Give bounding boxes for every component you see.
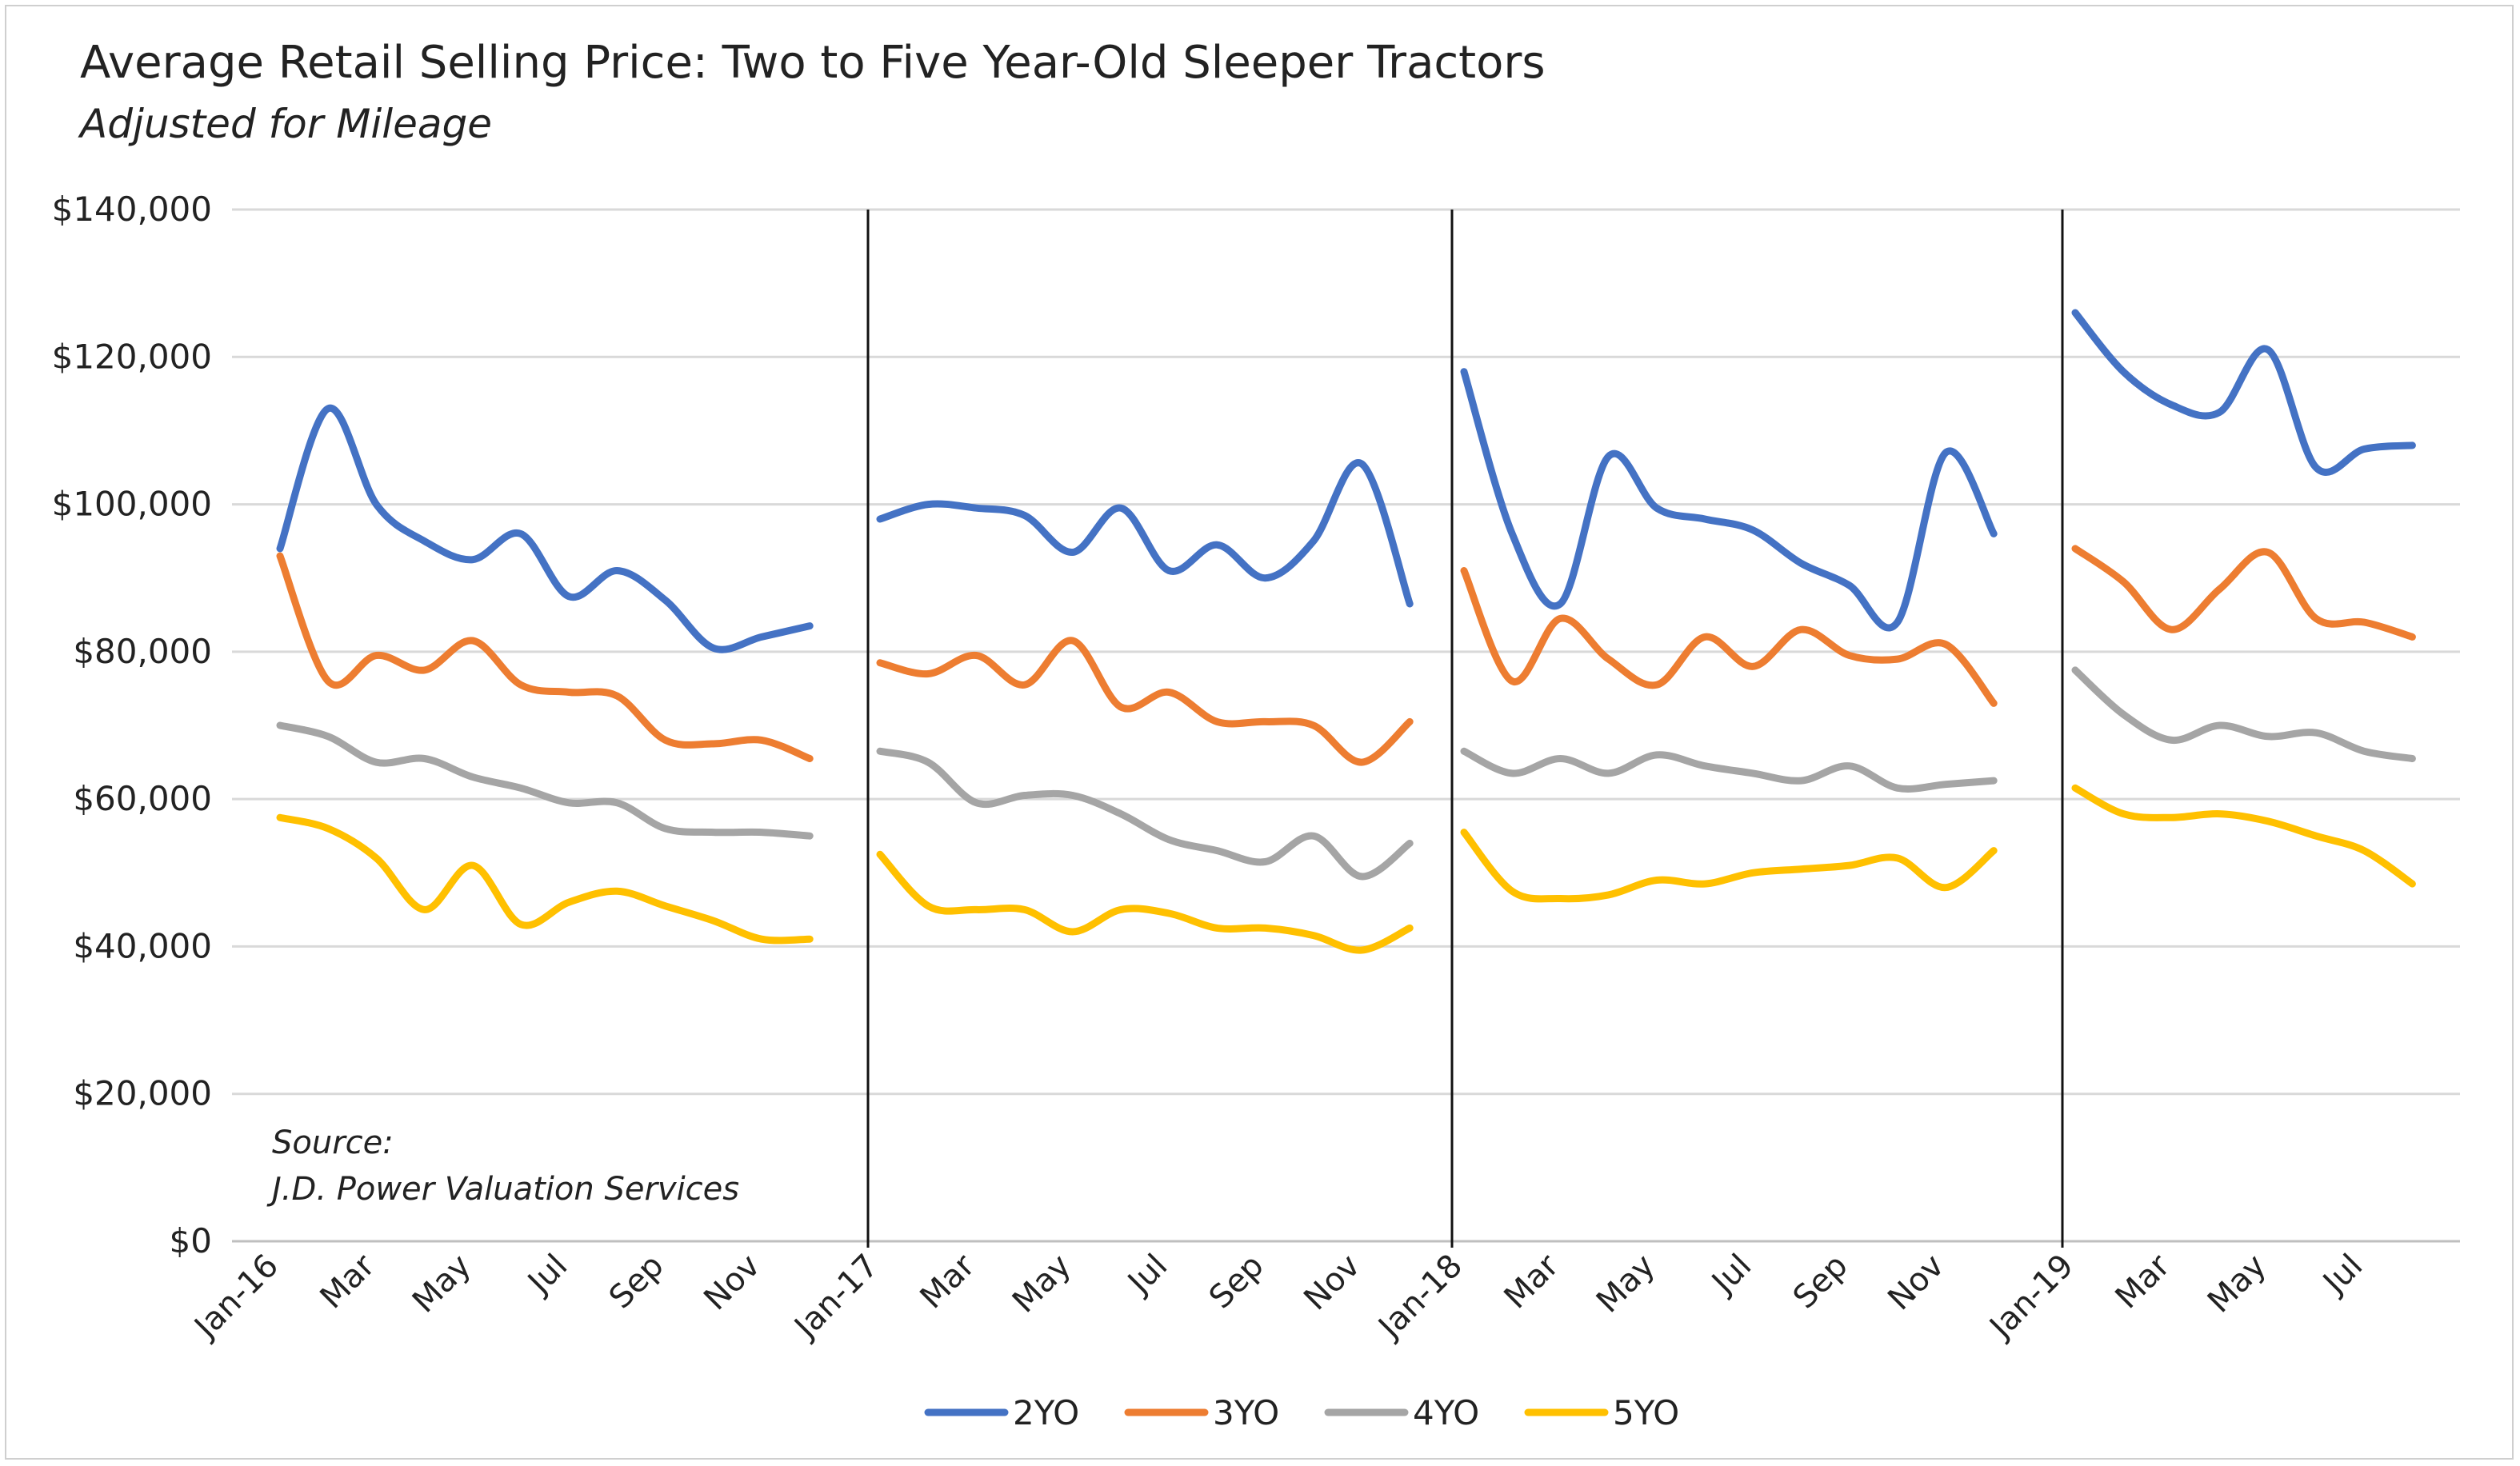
x-tick-label: Jul	[1119, 1248, 1174, 1303]
x-tick-label: Jan-18	[1370, 1248, 1470, 1347]
y-tick-label: $140,000	[52, 190, 212, 229]
x-tick-label: Jul	[1703, 1248, 1758, 1303]
y-axis-tick-labels: $0 $20,000 $40,000 $60,000 $80,000 $100,000 $1…	[52, 190, 212, 1260]
y-tick-label: $0	[170, 1221, 212, 1260]
x-tick-label: Jul	[519, 1248, 574, 1303]
series-line-5yo	[876, 850, 1414, 954]
series-4yo	[276, 666, 2416, 881]
x-tick-label: Mar	[914, 1247, 982, 1316]
source-note-line: Source:	[272, 1124, 394, 1161]
x-tick-label: May	[2201, 1248, 2274, 1320]
series-5yo	[276, 784, 2416, 954]
legend-label: 3YO	[1213, 1393, 1279, 1432]
chart-frame	[5, 5, 2514, 1460]
x-tick-label: Nov	[1881, 1248, 1951, 1318]
x-axis-tick-labels: Jan-16 Mar May Jul Sep Nov Jan-17 Mar May Jul Sep N…	[186, 1247, 2370, 1347]
chart-title: Average Retail Selling Price: Two to Fiv…	[80, 37, 1546, 89]
x-tick-label: Nov	[697, 1248, 767, 1318]
x-tick-label: Jan-16	[186, 1248, 286, 1347]
legend-label: 2YO	[1013, 1393, 1079, 1432]
x-tick-label: Mar	[1498, 1247, 1566, 1316]
series-2yo	[276, 309, 2416, 653]
series-line-4yo	[276, 721, 814, 840]
gridlines	[232, 208, 2460, 1243]
series-3yo	[276, 545, 2416, 766]
series-line-5yo	[1460, 829, 1998, 903]
x-tick-label: Mar	[314, 1247, 382, 1316]
x-tick-label: Nov	[1297, 1248, 1367, 1318]
x-tick-label: Mar	[2109, 1247, 2178, 1316]
series-line-2yo	[276, 405, 814, 653]
y-tick-label: $80,000	[73, 632, 212, 671]
y-tick-label: $60,000	[73, 779, 212, 818]
x-tick-label: Jul	[2314, 1248, 2370, 1303]
x-tick-label: May	[1590, 1248, 1662, 1320]
series-line-3yo	[2071, 545, 2416, 641]
y-tick-label: $100,000	[52, 485, 212, 524]
series-line-2yo	[2071, 309, 2416, 476]
y-tick-label: $40,000	[73, 926, 212, 965]
x-tick-label: May	[1006, 1248, 1078, 1320]
series-line-3yo	[276, 552, 814, 762]
legend-label: 5YO	[1613, 1393, 1679, 1432]
x-tick-label: Sep	[1786, 1248, 1855, 1316]
x-tick-label: Sep	[602, 1248, 671, 1316]
series-line-2yo	[876, 459, 1414, 608]
year-separators	[866, 210, 2064, 1248]
series-line-4yo	[2071, 666, 2416, 762]
x-tick-label: Jan-19	[1982, 1248, 2081, 1347]
x-tick-label: Sep	[1202, 1248, 1271, 1316]
series-line-5yo	[276, 813, 814, 945]
series-line-4yo	[1460, 747, 1998, 793]
chart-subtitle: Adjusted for Mileage	[80, 101, 493, 147]
y-tick-label: $20,000	[73, 1074, 212, 1113]
legend: 2YO 3YO 4YO 5YO	[924, 1393, 1679, 1432]
series-line-3yo	[1460, 567, 1998, 707]
legend-label: 4YO	[1413, 1393, 1479, 1432]
source-annotation: Source: J.D. Power Valuation Services	[266, 1124, 739, 1208]
series-line-2yo	[1460, 368, 1998, 632]
source-note-line: J.D. Power Valuation Services	[266, 1171, 739, 1208]
series-line-5yo	[2071, 784, 2416, 888]
x-tick-label: May	[406, 1248, 478, 1320]
series-lines	[276, 309, 2416, 954]
series-line-3yo	[876, 637, 1414, 766]
y-tick-label: $120,000	[52, 337, 212, 376]
x-tick-label: Jan-17	[786, 1248, 886, 1347]
series-line-4yo	[876, 747, 1414, 881]
